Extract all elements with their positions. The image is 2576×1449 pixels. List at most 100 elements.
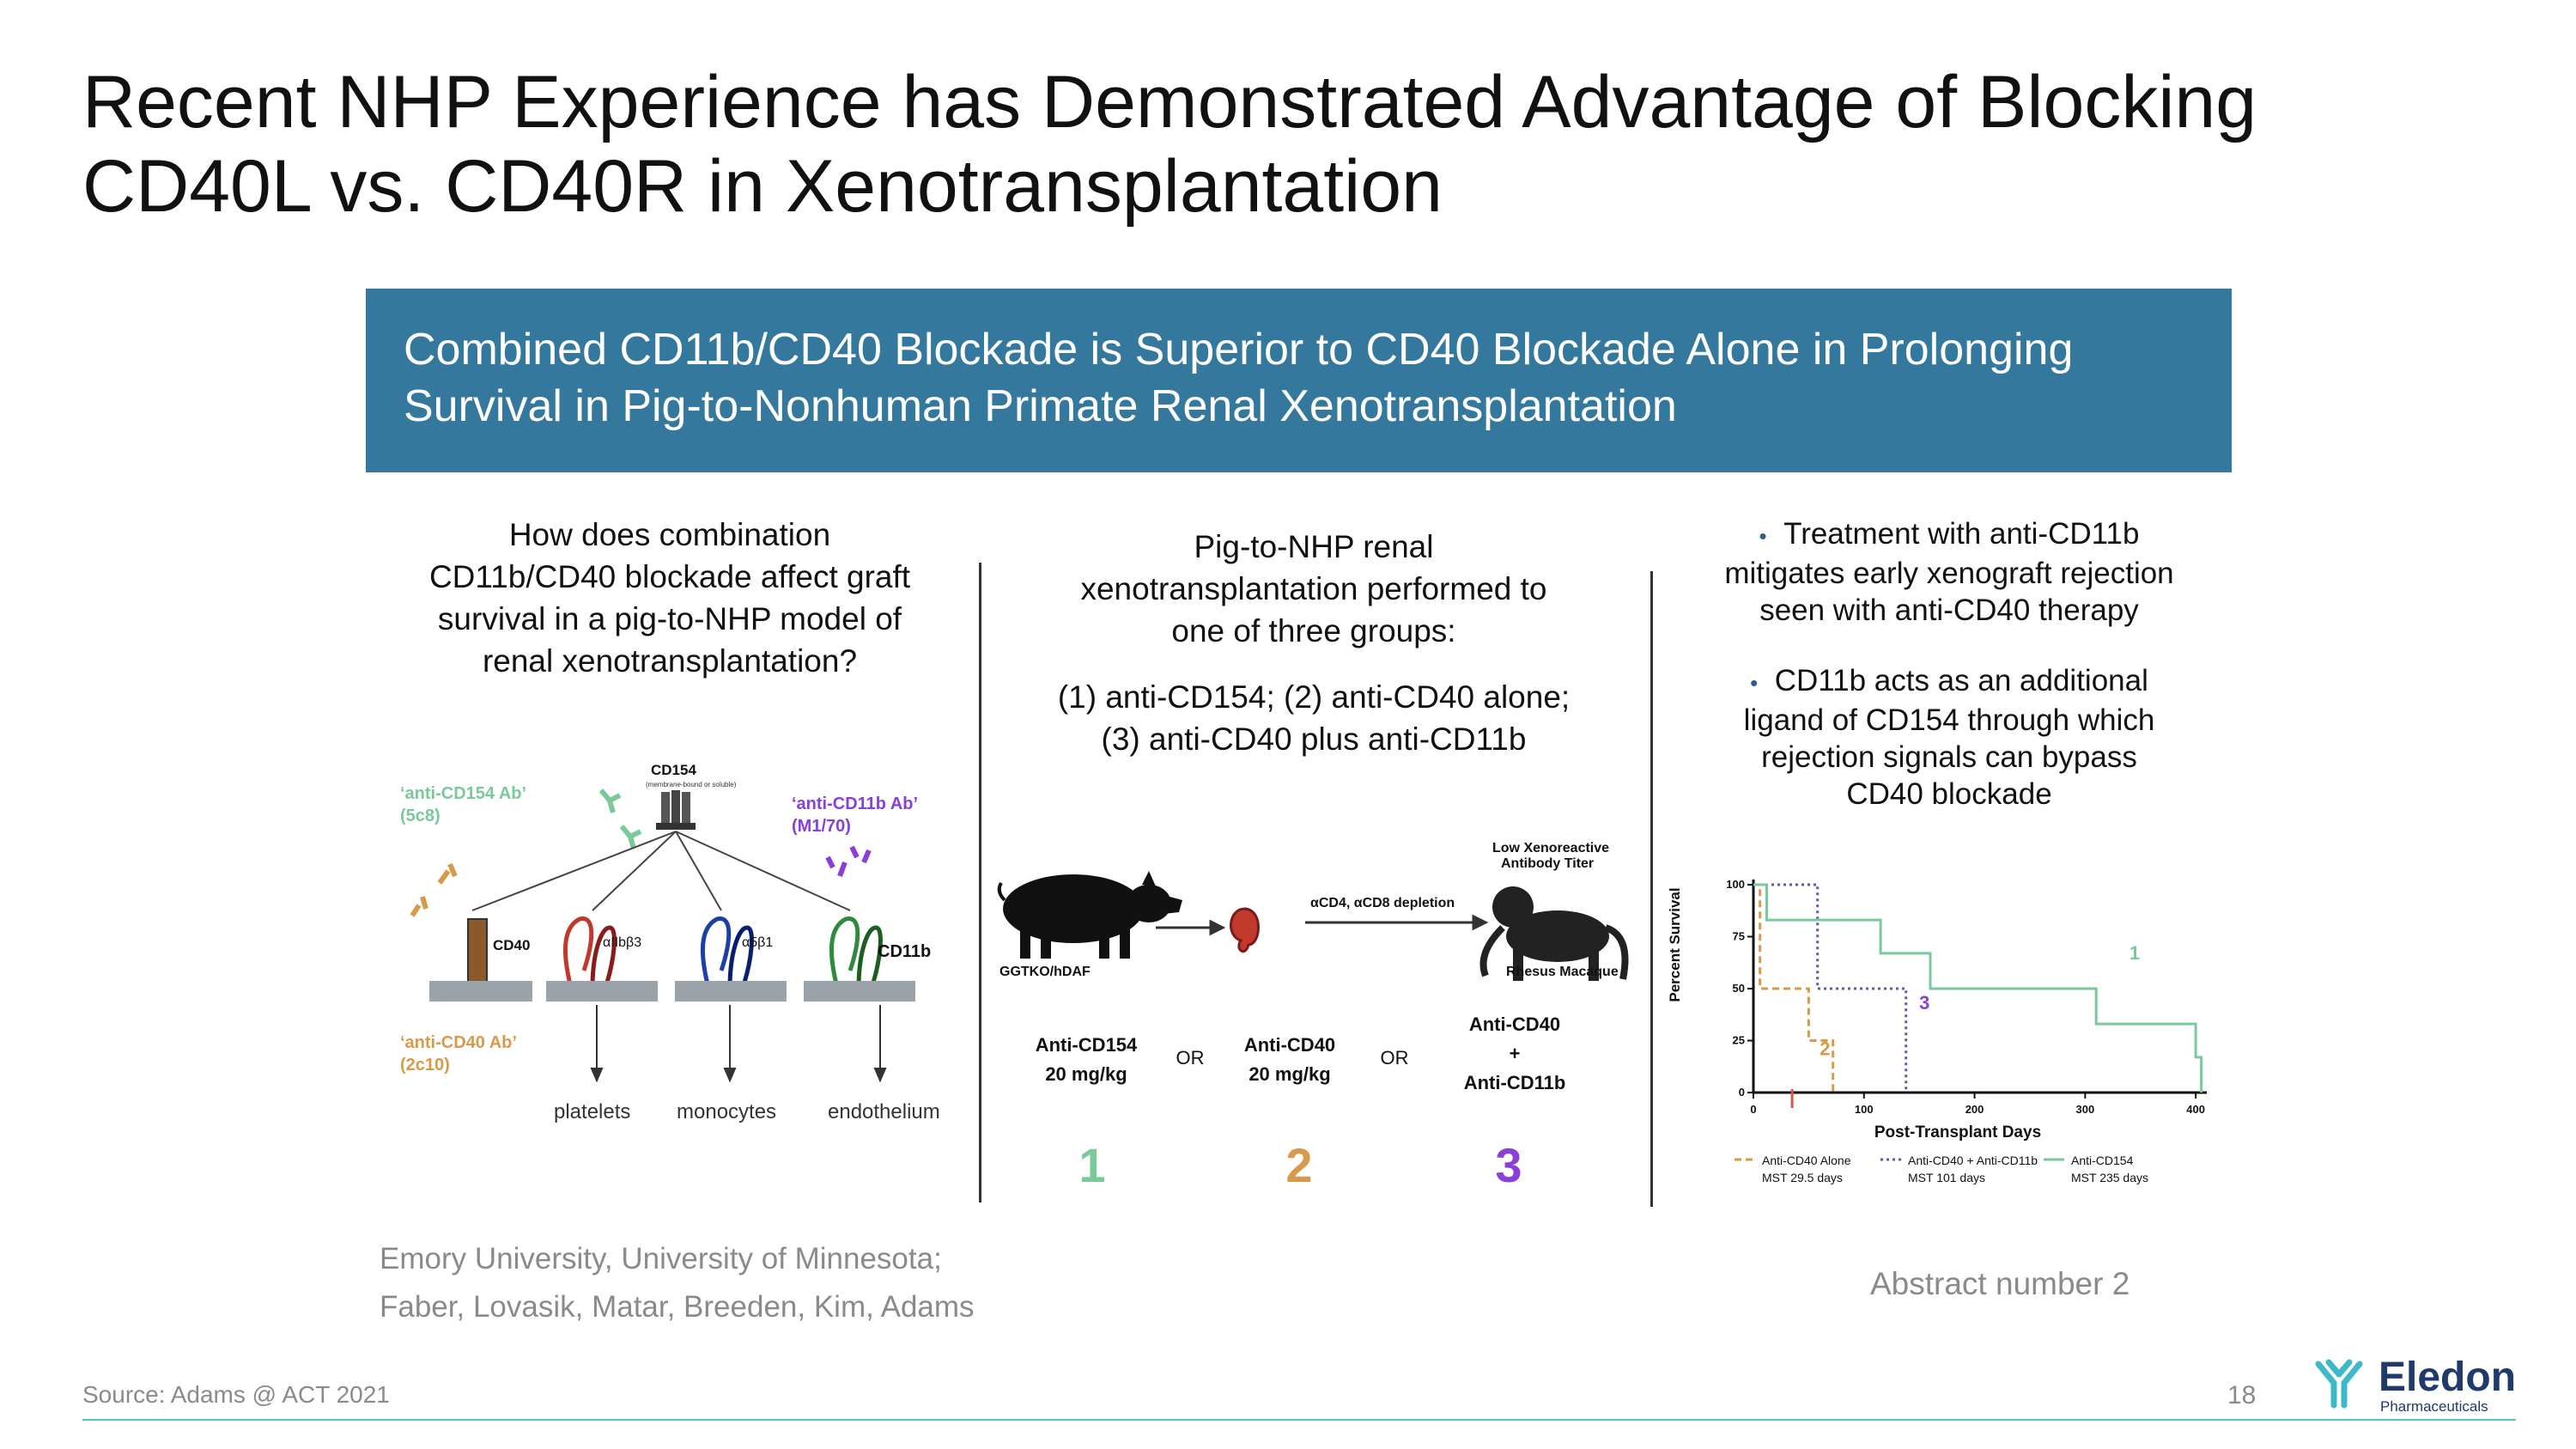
slide-title-line-2: CD40L vs. CD40R in Xenotransplantation <box>82 145 1443 228</box>
group-number-2: 2 <box>1285 1138 1312 1192</box>
bullet-2-line-1: CD11b acts as an additional <box>1774 664 2148 697</box>
y-tick-label: 75 <box>1733 930 1745 943</box>
left-question-line: renal xenotransplantation? <box>482 643 858 679</box>
chart-legend: Anti-CD40 Alone MST 29.5 days Anti-CD40 + … <box>1735 1154 2148 1184</box>
y-axis-label: Percent Survival <box>1667 887 1683 1002</box>
pig-to-kidney-arrow <box>1156 919 1226 936</box>
chart-ticks: 0 100 200 300 400 0 25 50 75 100 <box>1726 878 2205 1116</box>
y-tick-label: 0 <box>1739 1086 1745 1099</box>
curve-number-label: 2 <box>1820 1038 1830 1059</box>
cd154-molecule-icon <box>656 790 696 830</box>
panel-divider-right <box>1650 571 1653 1207</box>
x-tick-label: 0 <box>1750 1103 1756 1116</box>
x-axis-label: Post-Transplant Days <box>1874 1123 2041 1142</box>
middle-intro-line: Pig-to-NHP renal <box>1194 529 1434 564</box>
titer-label-line-2: Antibody Titer <box>1501 856 1594 871</box>
target-monocytes: monocytes <box>677 1100 776 1123</box>
rhesus-macaque-icon <box>1479 886 1629 981</box>
bullet-2-line-4: CD40 blockade <box>1846 777 2052 811</box>
cd40-label: CD40 <box>493 937 530 953</box>
group-number-1: 1 <box>1078 1138 1105 1192</box>
brand-name: Eledon <box>2379 1355 2517 1400</box>
x-tick-label: 100 <box>1855 1103 1874 1116</box>
macaque-label: Rhesus Macaque <box>1506 965 1619 979</box>
bullet-1-line-1: Treatment with anti-CD11b <box>1783 517 2140 551</box>
or-label-1: OR <box>1176 1047 1205 1068</box>
a5b1-label: α5β1 <box>742 935 773 950</box>
kidney-icon <box>1230 907 1260 953</box>
brand-subtitle: Pharmaceuticals <box>2380 1398 2488 1415</box>
anti-cd40-label: ‘anti-CD40 Ab’ <box>400 1033 517 1052</box>
x-tick-label: 200 <box>1965 1103 1984 1116</box>
middle-intro-line: xenotransplantation performed to <box>1080 571 1547 606</box>
study-design-diagram: GGTKO/hDAF αCD4, αCD8 depletion Low Xeno… <box>997 841 1629 1192</box>
eledon-logo-icon <box>2315 1359 2363 1409</box>
attribution-line-2: Faber, Lovasik, Matar, Breeden, Kim, Ada… <box>380 1290 975 1324</box>
legend-label: Anti-CD40 Alone <box>1762 1154 1851 1167</box>
kidney-to-macaque-arrow <box>1305 914 1489 931</box>
left-question: How does combination CD11b/CD40 blockade… <box>369 514 970 682</box>
slide-title: Recent NHP Experience has Demonstrated A… <box>82 60 2530 228</box>
target-platelets: platelets <box>554 1100 630 1123</box>
cd154-sublabel: (membrane-bound or soluble) <box>646 781 737 788</box>
pig-strain-label: GGTKO/hDAF <box>999 965 1091 979</box>
survival-curve-2 <box>1753 883 1908 1093</box>
bullet-dot: • <box>1759 523 1767 549</box>
anti-cd154-clone: (5c8) <box>400 807 440 825</box>
legend-mst: MST 235 days <box>2071 1171 2148 1184</box>
bullet-1: • Treatment with anti-CD11b mitigates ea… <box>1683 515 2215 629</box>
anti-cd154-label: ‘anti-CD154 Ab’ <box>400 784 526 803</box>
cd154-interaction-lines <box>471 831 851 911</box>
panel-divider-left <box>979 563 981 1202</box>
anti-cd154-antibody-icon <box>598 788 642 849</box>
x-tick-label: 300 <box>2075 1103 2094 1116</box>
anti-cd40-clone: (2c10) <box>400 1056 450 1075</box>
middle-groups-line: (1) anti-CD154; (2) anti-CD40 alone; <box>1057 679 1571 715</box>
group1-drug: Anti-CD154 <box>1036 1034 1138 1056</box>
integrin-a5b1-icon <box>700 916 754 989</box>
curve-number-label: 3 <box>1919 992 1929 1014</box>
group2-drug: Anti-CD40 <box>1244 1034 1335 1056</box>
y-tick-label: 100 <box>1726 878 1745 891</box>
banner-line-2: Survival in Pig-to-Nonhuman Primate Rena… <box>404 381 1677 431</box>
group3-plus: + <box>1510 1043 1521 1064</box>
page-number: 18 <box>2227 1381 2257 1409</box>
group1-dose: 20 mg/kg <box>1045 1063 1127 1085</box>
cell-membranes <box>429 981 915 1002</box>
anti-cd11b-label: ‘anti-CD11b Ab’ <box>792 795 918 813</box>
target-endothelium: endothelium <box>828 1100 940 1123</box>
source-note: Source: Adams @ ACT 2021 <box>82 1381 390 1408</box>
aiib-label: αIIbβ3 <box>603 935 641 950</box>
banner-line-1: Combined CD11b/CD40 Blockade is Superior… <box>404 325 2074 374</box>
footer-rule <box>82 1419 2516 1421</box>
mechanism-diagram: CD154 (membrane-bound or soluble) ‘anti-… <box>400 762 940 1123</box>
bullet-dot: • <box>1750 670 1759 696</box>
bullet-2-line-3: rejection signals can bypass <box>1761 740 2137 774</box>
attribution: Emory University, University of Minnesot… <box>380 1235 975 1331</box>
anti-cd40-antibody-icon <box>410 862 458 917</box>
cd11b-label: CD11b <box>878 942 931 961</box>
integrin-aiib-icon <box>562 916 617 989</box>
survival-curve-1 <box>1753 883 1835 1093</box>
abstract-number: Abstract number 2 <box>1870 1266 2130 1301</box>
left-question-line: CD11b/CD40 blockade affect graft <box>428 559 911 594</box>
left-question-line: survival in a pig-to-NHP model of <box>437 601 902 636</box>
y-tick-label: 25 <box>1733 1034 1745 1047</box>
anti-cd11b-clone: (M1/70) <box>792 817 851 836</box>
group3-drug-1: Anti-CD40 <box>1469 1014 1560 1035</box>
slide-title-line-1: Recent NHP Experience has Demonstrated A… <box>82 61 2257 143</box>
group2-dose: 20 mg/kg <box>1249 1063 1330 1085</box>
bullet-1-line: • Treatment with anti-CD11b <box>1683 515 2215 555</box>
bullet-2-line-2: ligand of CD154 through which <box>1743 703 2155 737</box>
x-tick-label: 400 <box>2186 1103 2205 1116</box>
left-question-line: How does combination <box>508 517 831 552</box>
cd11b-integrin-icon <box>829 916 883 989</box>
chart-series: 2 3 1 <box>1753 883 2203 1108</box>
poster-banner: Combined CD11b/CD40 Blockade is Superior… <box>366 289 2232 472</box>
bullet-1-line-2: mitigates early xenograft rejection <box>1724 557 2174 590</box>
group3-drug-2: Anti-CD11b <box>1464 1072 1566 1093</box>
attribution-line-1: Emory University, University of Minnesot… <box>380 1242 942 1275</box>
y-tick-label: 50 <box>1733 982 1745 995</box>
bullet-2: • CD11b acts as an additional ligand of … <box>1683 662 2215 813</box>
anti-cd11b-antibody-icon <box>825 845 872 878</box>
